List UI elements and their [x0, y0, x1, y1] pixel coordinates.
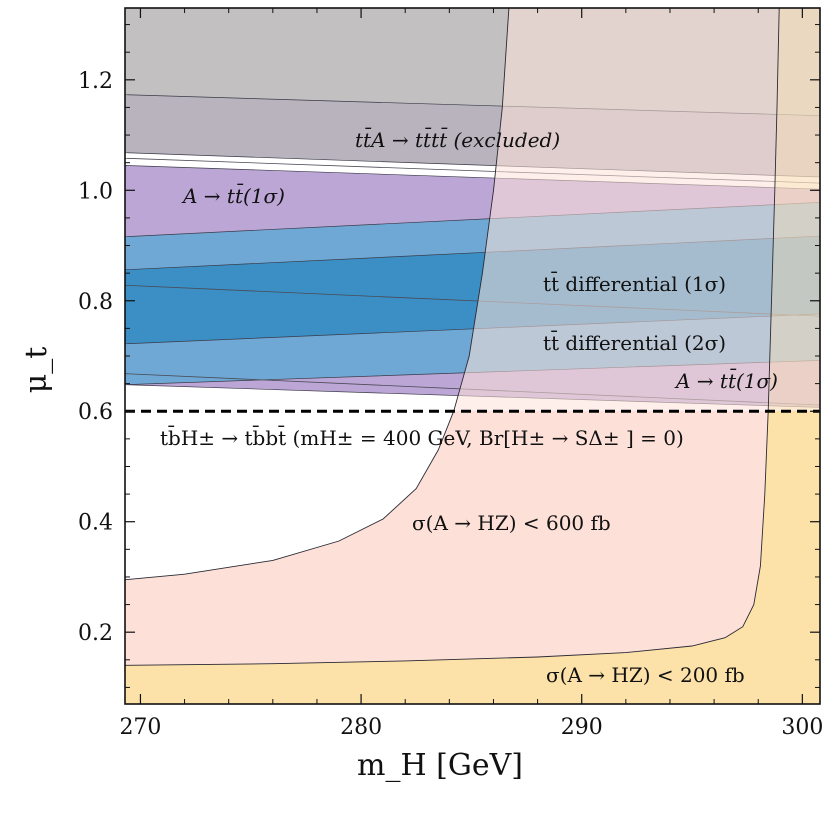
annotation-tt-differential-1sigma: tt̄ differential (1σ): [543, 271, 726, 296]
annotation-tt-differential-2sigma: tt̄ differential (2σ): [543, 330, 726, 355]
y-tick-label: 0.4: [78, 511, 113, 536]
y-tick-label: 0.8: [78, 290, 113, 315]
x-tick-label: 300: [781, 715, 823, 740]
annotation-ttA-excluded: tt̄A → tt̄tt̄ (excluded): [355, 127, 560, 152]
x-tick-label: 270: [119, 715, 161, 740]
annotation-A-tt-1sigma-lower: A → tt̄(1σ): [674, 368, 778, 393]
annotation-A-tt-1sigma-upper: A → tt̄(1σ): [181, 183, 285, 208]
annotation-sigma-600fb: σ(A → HZ) < 600 fb: [412, 511, 611, 535]
annotations: tt̄A → tt̄tt̄ (excluded) A → tt̄(1σ) tt̄…: [160, 127, 778, 687]
annotation-dashed-line-label: tb̄H± → tb̄bt̄ (mH± = 400 GeV, Br[H± → S…: [160, 425, 684, 450]
y-tick-label: 1.2: [78, 69, 113, 94]
plot-area: [125, 8, 820, 704]
annotation-sigma-200fb: σ(A → HZ) < 200 fb: [546, 663, 745, 687]
region-200fb: [125, 411, 820, 704]
contour-line-0: [125, 8, 510, 581]
x-tick-label: 290: [561, 715, 603, 740]
x-axis-title: m_H [GeV]: [357, 748, 523, 783]
y-tick-label: 0.2: [78, 621, 113, 646]
y-tick-label: 1.0: [78, 179, 113, 204]
y-tick-label: 0.6: [78, 400, 113, 425]
region-600fb: [125, 411, 820, 704]
contour-line-1: [125, 8, 780, 666]
axes: 270 280 290 300 0.2 0.4 0.6 0.8 1.0 1.2: [78, 8, 823, 740]
y-axis-title: μ_t: [19, 347, 54, 394]
x-tick-label: 280: [340, 715, 382, 740]
